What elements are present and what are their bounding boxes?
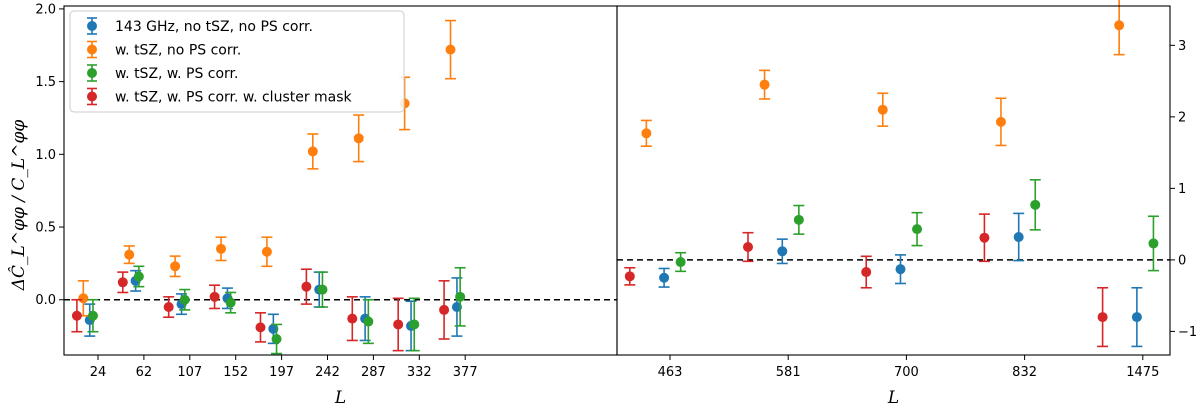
data-point-p0-s1 <box>353 133 364 144</box>
legend-box <box>69 10 405 113</box>
data-point-p0-s2 <box>133 271 144 282</box>
data-point-p1-s3 <box>979 232 990 243</box>
legend-marker-dot <box>87 91 97 102</box>
data-point-p0-s1 <box>124 249 135 260</box>
y-tick-label-p1: −1 <box>1178 325 1197 340</box>
data-point-p0-s1 <box>216 243 227 254</box>
data-point-p0-s2 <box>87 310 98 321</box>
x-tick-label-p0: 287 <box>361 365 386 380</box>
data-point-p0-s2 <box>409 319 420 330</box>
data-point-p1-s2 <box>675 257 686 268</box>
x-tick-label-p0: 62 <box>136 365 153 380</box>
x-tick-label-p1: 581 <box>776 365 801 380</box>
y-tick-label-p1: 2 <box>1178 110 1186 125</box>
x-tick-label-p0: 377 <box>453 365 478 380</box>
y-tick-label-p0: 1.0 <box>35 148 56 163</box>
data-point-p0-s2 <box>455 291 466 302</box>
data-point-p0-s1 <box>445 44 456 55</box>
data-point-p0-s1 <box>307 146 318 157</box>
y-tick-label-p0: 0.5 <box>35 221 56 236</box>
legend-marker-dot <box>87 21 97 31</box>
data-point-p1-s0 <box>1131 312 1142 323</box>
legend-marker-dot <box>87 68 97 78</box>
data-point-p1-s2 <box>1030 199 1041 210</box>
axes-frame-p1 <box>616 5 1171 356</box>
legend-marker-dot <box>87 44 97 55</box>
x-tick-label-p1: 1475 <box>1126 365 1159 380</box>
x-tick-label-p0: 242 <box>315 365 340 380</box>
data-point-p0-s3 <box>71 310 82 321</box>
x-tick-label-p0: 152 <box>223 365 248 380</box>
data-point-p0-s3 <box>209 291 220 302</box>
x-tick-label-p0: 197 <box>269 365 294 380</box>
data-point-p1-s0 <box>659 272 670 283</box>
data-point-p1-s2 <box>793 214 804 225</box>
data-point-p0-s1 <box>78 293 89 304</box>
plot-layer: 0.0 0.5 1.0 1.5 2.0 24 62 107 152 197 242 287 332 377… <box>35 0 1197 407</box>
data-point-p1-s2 <box>912 224 923 235</box>
data-point-p1-s1 <box>1114 20 1125 31</box>
legend-label: w. tSZ, w. PS corr. <box>115 66 238 82</box>
data-point-p0-s2 <box>317 284 328 295</box>
y-tick-label-p1: 0 <box>1178 253 1186 268</box>
x-axis-label-p0: L <box>334 388 346 407</box>
data-point-p1-s0 <box>777 246 788 257</box>
data-point-p1-s0 <box>1013 231 1024 242</box>
data-point-p0-s3 <box>301 281 312 292</box>
y-tick-label-p0: 2.0 <box>35 2 56 17</box>
y-tick-label-p1: 3 <box>1178 39 1186 54</box>
y-tick-label-p0: 0.0 <box>35 293 56 308</box>
data-point-p0-s3 <box>347 313 358 324</box>
data-point-p1-s3 <box>861 267 872 278</box>
data-point-p1-s0 <box>895 264 906 275</box>
data-point-p0-s1 <box>170 261 181 272</box>
x-axis-label-p1: L <box>887 388 899 407</box>
data-point-p1-s1 <box>995 116 1006 127</box>
legend-label: 143 GHz, no tSZ, no PS corr. <box>115 19 313 35</box>
data-point-p1-s1 <box>877 104 888 115</box>
data-point-p0-s3 <box>393 319 404 330</box>
data-point-p1-s1 <box>759 79 770 90</box>
data-point-p1-s3 <box>1097 312 1108 323</box>
x-tick-label-p1: 832 <box>1012 365 1037 380</box>
x-tick-label-p0: 24 <box>90 365 107 380</box>
data-point-p0-s2 <box>179 294 190 305</box>
data-point-p1-s1 <box>641 128 652 139</box>
data-point-p0-s3 <box>117 277 128 288</box>
legend-label: w. tSZ, no PS corr. <box>115 43 241 59</box>
data-point-p1-s2 <box>1148 238 1159 249</box>
data-point-p0-s2 <box>271 334 282 345</box>
x-tick-label-p1: 700 <box>894 365 919 380</box>
legend: 143 GHz, no tSZ, no PS corr. w. tSZ, no P… <box>69 10 405 113</box>
x-tick-label-p0: 107 <box>177 365 202 380</box>
data-point-p0-s1 <box>261 246 272 257</box>
y-tick-label-p1: 1 <box>1178 182 1186 197</box>
data-point-p1-s3 <box>624 271 635 282</box>
y-axis-label: ΔĈ_L^φφ / C_L^φφ <box>8 120 29 292</box>
y-tick-label-p0: 1.5 <box>35 75 56 90</box>
data-point-p0-s3 <box>163 302 174 313</box>
x-tick-label-p1: 463 <box>658 365 683 380</box>
data-point-p0-s3 <box>255 322 266 333</box>
legend-label: w. tSZ, w. PS corr. w. cluster mask <box>115 90 353 106</box>
data-point-p0-s3 <box>439 304 450 315</box>
data-point-p0-s2 <box>225 297 236 308</box>
x-tick-label-p0: 332 <box>407 365 432 380</box>
data-point-p1-s3 <box>743 242 754 253</box>
data-point-p0-s2 <box>363 316 374 327</box>
